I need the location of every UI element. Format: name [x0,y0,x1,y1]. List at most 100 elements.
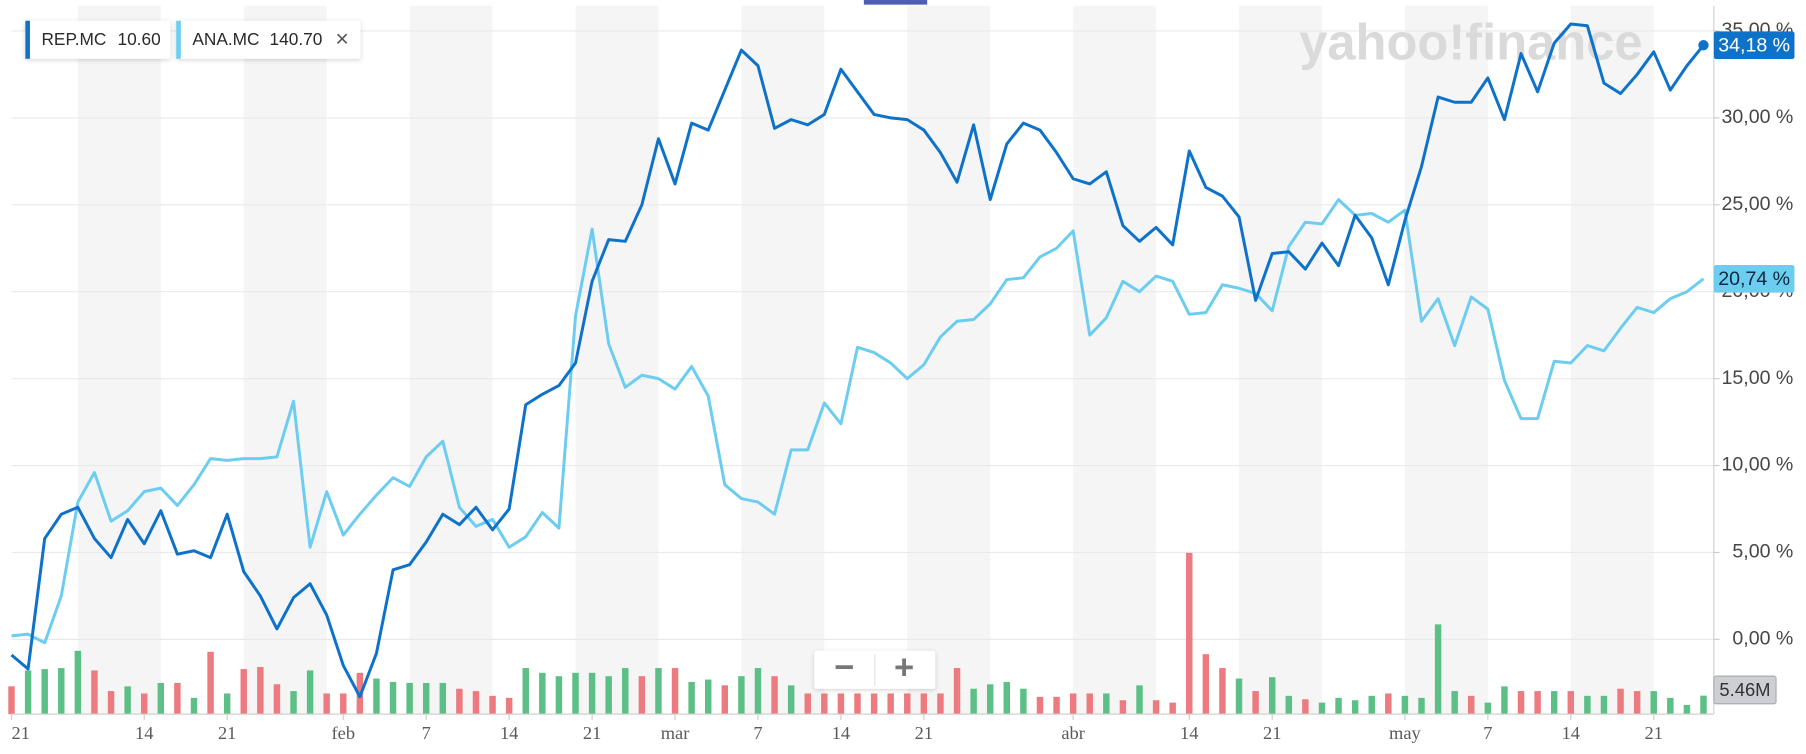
volume-bar [622,668,629,715]
last-value-badge: 34,18 % [1698,31,1795,60]
x-tick-label: 7 [1483,723,1492,743]
x-tick-label: 14 [500,723,518,743]
legend-price: 140.70 [270,29,323,49]
x-tick-label: 21 [583,723,601,743]
last-value-badge: 20,74 % [1713,265,1795,293]
volume-bar [1617,688,1624,715]
volume-bar [1086,693,1093,715]
volume-bar [671,668,679,715]
volume-bars [8,552,1707,715]
volume-bar [389,681,397,715]
volume-bar [340,693,347,715]
badge-label: 20,74 % [1718,268,1790,290]
x-tick-label: 14 [1180,723,1198,743]
volume-bar [754,668,762,715]
volume-bar [721,685,729,715]
y-tick-label: 10,00 % [1721,454,1793,476]
volume-bar [555,676,563,715]
y-tick-label: 25,00 % [1721,193,1793,215]
volume-bar [1136,685,1143,715]
week-band [1404,5,1488,715]
volume-badge-bg [1713,675,1777,705]
volume-bar [505,697,513,715]
volume-bar [223,693,231,715]
volume-bar [655,668,662,715]
x-tick-label: abr [1061,723,1085,743]
chip-swatch [25,20,30,59]
volume-bar [771,676,778,715]
volume-bar [257,667,264,715]
axes [11,0,1715,715]
volume-bar [854,693,861,715]
watermark: yahoo!finance [1299,13,1642,70]
volume-bar [1252,691,1259,715]
volume-bar [821,693,828,715]
volume-bar [74,650,82,715]
volume-bar [1036,696,1044,715]
volume-bar [1302,699,1309,715]
volume-bar [1268,677,1276,715]
week-band [575,5,659,715]
y-tick-label: 15,00 % [1721,367,1793,389]
volume-bar [522,668,529,715]
x-tick-label: 14 [1562,723,1580,743]
y-tick-label: 0,00 % [1732,628,1793,650]
y-tick-label: 30,00 % [1721,106,1793,128]
week-band [1239,5,1322,715]
volume-bar [207,651,214,715]
volume-bar [904,693,911,715]
legend-name: ANA.MC [192,29,259,49]
volume-bar [290,691,297,715]
volume-bar [8,686,15,715]
volume-bar [986,684,994,715]
volume-bar [1186,552,1193,715]
volume-bar [1335,697,1342,715]
week-band [741,5,825,715]
volume-bar [1103,693,1110,715]
volume-bar [1285,695,1293,715]
volume-bar [638,676,646,715]
x-tick-label: may [1389,723,1421,743]
volume-bar [306,670,314,715]
volume-bar [953,668,961,715]
zoom-out-button[interactable]: − [834,648,854,686]
week-band [243,5,327,715]
volume-bar [837,693,845,715]
volume-bar [588,672,596,715]
volume-bar [323,693,330,715]
volume-bar [273,684,281,715]
legend-chip[interactable]: REP.MC 10.60 [25,20,171,59]
volume-bar [1501,686,1508,715]
volume-bar [1517,691,1525,715]
x-tick-label: 14 [832,723,850,743]
zoom-in-button[interactable]: + [894,648,914,686]
volume-bar [539,672,546,715]
volume-bar [472,691,480,715]
volume-bar [572,672,579,715]
volume-bar [937,693,944,715]
volume-bar [1368,695,1375,715]
legend-chip[interactable]: ANA.MC 140.70 × [176,20,361,59]
week-band [409,5,493,715]
series-line [10,22,1705,699]
x-tick-label: 21 [12,723,30,743]
legend-price: 10.60 [117,29,160,49]
volume-bar [704,679,712,715]
volume-bar [1567,691,1575,715]
volume-badge-label: 5.46M [1719,679,1770,700]
volume-bar [1600,695,1608,715]
volume-bar [406,682,413,715]
volume-bar [1202,654,1210,715]
volume-bar [1434,624,1442,715]
volume-bar [1003,681,1011,715]
volume-bar [1633,691,1641,715]
legend-close[interactable]: × [335,25,348,51]
volume-bar [1152,700,1160,715]
volume-bar [1550,691,1558,715]
chip-bg [25,20,171,59]
volume-bar [1418,697,1425,715]
volume-bar [1235,678,1243,715]
zoom-control: − + [814,648,936,689]
volume-bar [1351,700,1359,715]
